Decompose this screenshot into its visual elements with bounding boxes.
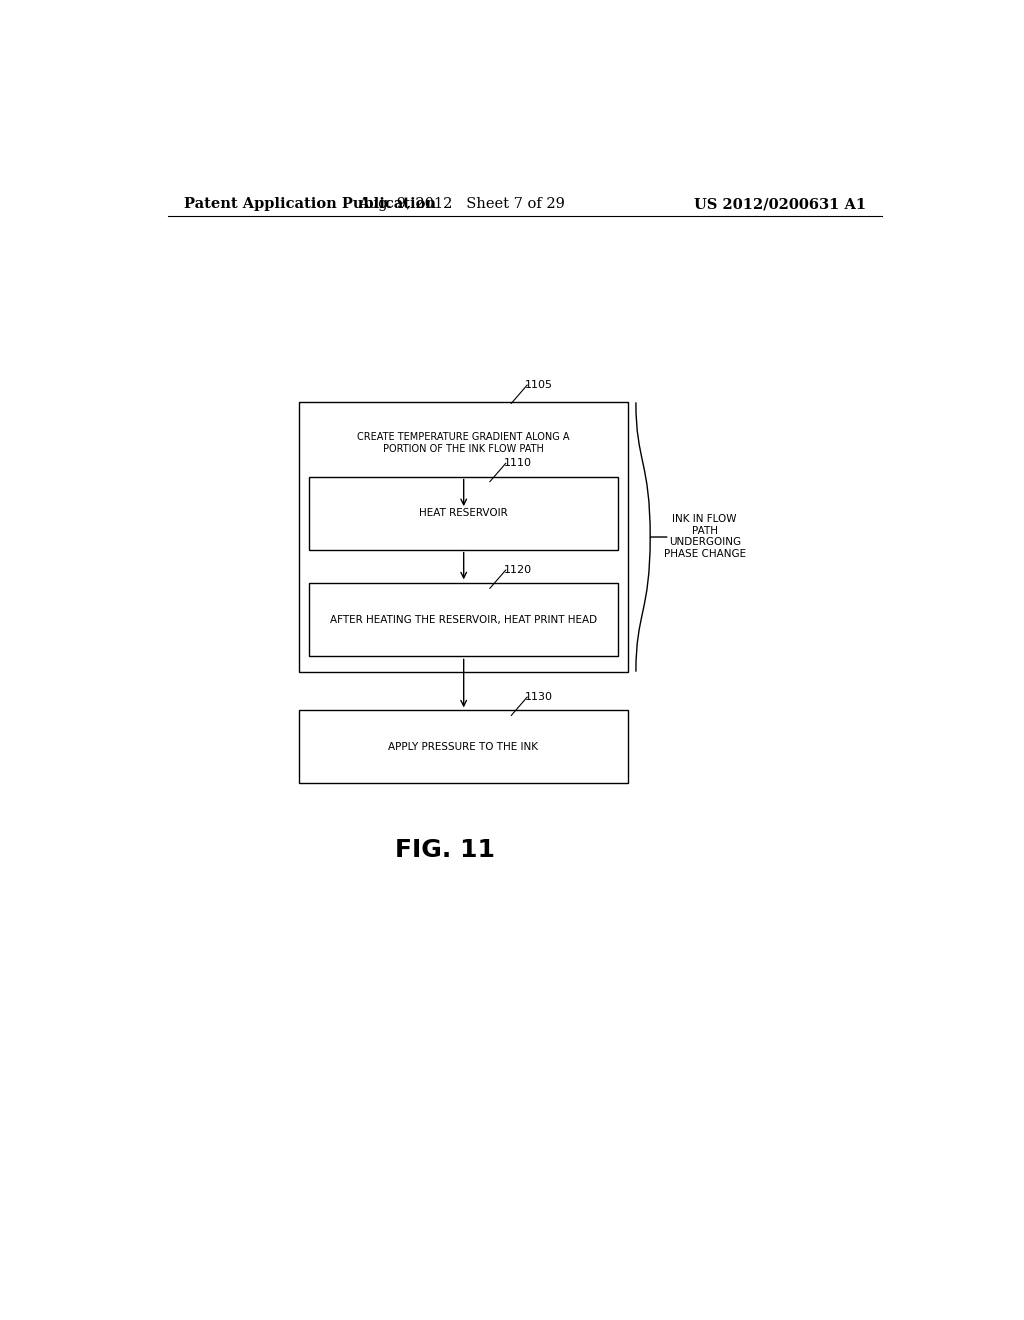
Bar bbox=[299, 403, 628, 672]
Text: 1105: 1105 bbox=[524, 380, 553, 391]
Text: APPLY PRESSURE TO THE INK: APPLY PRESSURE TO THE INK bbox=[388, 742, 539, 752]
Text: AFTER HEATING THE RESERVOIR, HEAT PRINT HEAD: AFTER HEATING THE RESERVOIR, HEAT PRINT … bbox=[330, 615, 597, 624]
Bar bbox=[309, 477, 618, 549]
Bar bbox=[299, 710, 628, 784]
Text: 1120: 1120 bbox=[504, 565, 531, 576]
Text: INK IN FLOW
PATH
UNDERGOING
PHASE CHANGE: INK IN FLOW PATH UNDERGOING PHASE CHANGE bbox=[664, 513, 745, 558]
Text: Aug. 9, 2012   Sheet 7 of 29: Aug. 9, 2012 Sheet 7 of 29 bbox=[357, 197, 565, 211]
Text: US 2012/0200631 A1: US 2012/0200631 A1 bbox=[694, 197, 866, 211]
Text: 1130: 1130 bbox=[524, 692, 553, 702]
Text: HEAT RESERVOIR: HEAT RESERVOIR bbox=[419, 508, 508, 519]
Text: CREATE TEMPERATURE GRADIENT ALONG A
PORTION OF THE INK FLOW PATH: CREATE TEMPERATURE GRADIENT ALONG A PORT… bbox=[357, 432, 570, 454]
Text: FIG. 11: FIG. 11 bbox=[395, 838, 496, 862]
Text: Patent Application Publication: Patent Application Publication bbox=[183, 197, 435, 211]
Bar bbox=[309, 583, 618, 656]
Text: 1110: 1110 bbox=[504, 458, 531, 469]
